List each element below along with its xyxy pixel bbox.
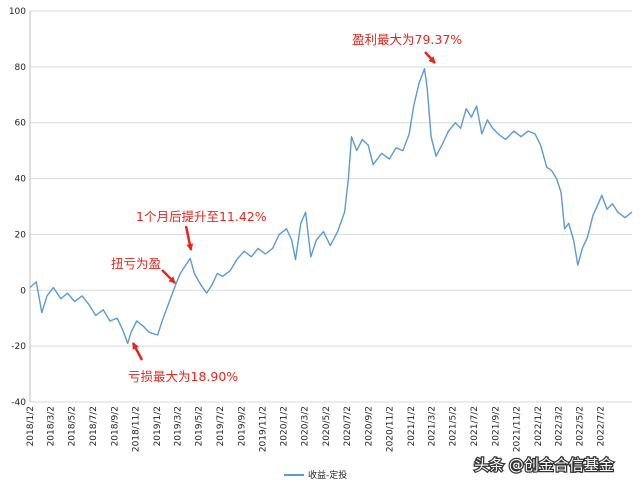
x-tick-label: 2020/7/2 bbox=[343, 406, 353, 446]
annotation-arrow bbox=[424, 51, 436, 64]
x-tick-label: 2022/7/2 bbox=[597, 406, 607, 446]
x-tick-label: 2019/11/2 bbox=[259, 406, 269, 452]
y-tick-label: 40 bbox=[15, 175, 27, 185]
x-tick-label: 2021/11/2 bbox=[513, 406, 523, 452]
watermark: 头条 @创金合信基金 bbox=[473, 455, 615, 476]
annotation-label: 扭亏为盈 bbox=[111, 256, 161, 271]
x-tick-label: 2021/7/2 bbox=[470, 406, 480, 446]
x-tick-label: 2019/5/2 bbox=[195, 406, 205, 446]
x-tick-label: 2022/3/2 bbox=[554, 406, 564, 446]
x-tick-label: 2021/9/2 bbox=[491, 406, 501, 446]
x-tick-label: 2020/1/2 bbox=[280, 406, 290, 446]
y-tick-label: 100 bbox=[9, 7, 26, 17]
x-tick-label: 2021/1/2 bbox=[407, 406, 417, 446]
annotation-arrow bbox=[161, 269, 176, 284]
x-tick-label: 2018/9/2 bbox=[110, 406, 120, 446]
x-tick-label: 2018/1/2 bbox=[26, 406, 36, 446]
x-tick-label: 2020/3/2 bbox=[301, 406, 311, 446]
x-tick-label: 2018/7/2 bbox=[89, 406, 99, 446]
x-tick-label: 2019/3/2 bbox=[173, 406, 183, 446]
series-line bbox=[29, 67, 633, 345]
y-tick-label: -20 bbox=[11, 342, 26, 352]
watermark-text: 头条 @创金合信基金 bbox=[474, 456, 614, 474]
x-tick-label: 2018/3/2 bbox=[47, 406, 57, 446]
y-axis-ticks: -40 -20 0 20 40 60 80 100 bbox=[9, 7, 26, 408]
y-tick-label: 0 bbox=[20, 286, 26, 296]
annotation-arrow bbox=[184, 225, 194, 251]
x-tick-label: 2022/1/2 bbox=[534, 406, 544, 446]
series-layer bbox=[29, 67, 633, 345]
x-tick-label: 2021/3/2 bbox=[427, 406, 437, 446]
annotation-label: 盈利最大为79.37% bbox=[352, 32, 462, 47]
x-tick-label: 2020/5/2 bbox=[322, 406, 332, 446]
x-tick-label: 2019/1/2 bbox=[153, 406, 163, 446]
x-tick-label: 2018/5/2 bbox=[68, 406, 78, 446]
x-tick-label: 2021/5/2 bbox=[449, 406, 459, 446]
x-tick-label: 2019/7/2 bbox=[216, 406, 226, 446]
x-tick-label: 2018/11/2 bbox=[132, 406, 142, 452]
x-tick-label: 2019/9/2 bbox=[237, 406, 247, 446]
y-tick-label: -40 bbox=[11, 398, 26, 408]
x-tick-label: 2022/5/2 bbox=[576, 406, 586, 446]
x-tick-label: 2020/11/2 bbox=[386, 406, 396, 452]
y-tick-label: 60 bbox=[15, 119, 27, 129]
annotation-arrow bbox=[131, 342, 144, 361]
x-tick-label: 2020/9/2 bbox=[365, 406, 375, 446]
x-axis-ticks: 2018/1/2 2018/3/2 2018/5/2 2018/7/2 2018/9/2… bbox=[26, 406, 607, 452]
annotation-label: 亏损最大为18.90% bbox=[128, 369, 238, 384]
annotation-label: 1个月后提升至11.42% bbox=[136, 209, 267, 224]
legend-label: 收益-定投 bbox=[308, 469, 347, 481]
grid-lines bbox=[29, 10, 632, 403]
y-tick-label: 20 bbox=[15, 230, 27, 240]
y-tick-label: 80 bbox=[15, 63, 27, 73]
legend: 收益-定投 bbox=[284, 469, 347, 481]
